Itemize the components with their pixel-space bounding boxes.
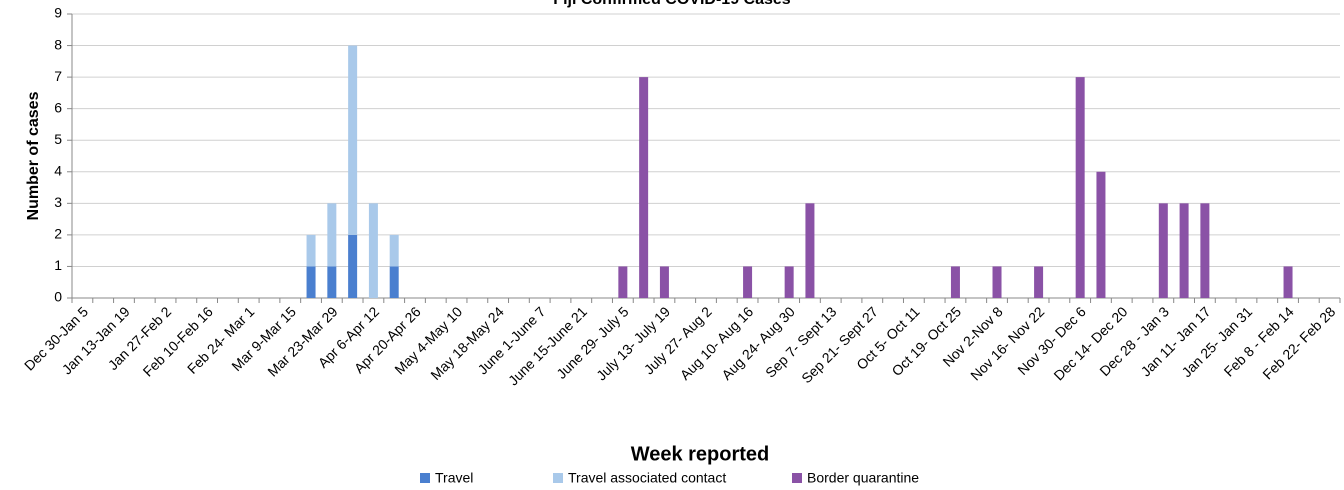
bar	[1034, 266, 1044, 298]
bar	[618, 266, 628, 298]
y-tick-label: 1	[54, 257, 62, 273]
x-tick-label: June 29- July 5	[553, 303, 632, 382]
bar	[805, 203, 815, 298]
legend-label: Travel	[435, 470, 473, 486]
bar	[368, 203, 378, 298]
bar	[348, 45, 358, 235]
bar	[1158, 203, 1168, 298]
y-tick-label: 2	[54, 226, 62, 242]
x-tick-label: July 13- July 19	[593, 303, 673, 383]
bar	[1075, 77, 1085, 298]
legend-label: Travel associated contact	[568, 470, 726, 486]
y-tick-label: 5	[54, 131, 62, 147]
legend-swatch	[792, 473, 802, 483]
y-tick-label: 8	[54, 36, 62, 52]
bar	[389, 266, 399, 298]
bar	[306, 234, 316, 267]
bar	[389, 234, 399, 267]
bar	[950, 266, 960, 298]
y-tick-label: 3	[54, 194, 62, 210]
bar	[639, 77, 649, 298]
bar	[327, 266, 337, 298]
legend-label: Border quarantine	[807, 470, 919, 486]
x-tick-label: Aug 10- Aug 16	[677, 303, 757, 383]
x-tick-label: Dec 14- Dec 20	[1050, 303, 1130, 383]
y-tick-label: 9	[54, 5, 62, 21]
y-tick-label: 0	[54, 289, 62, 305]
bar	[784, 266, 794, 298]
chart-title: Fiji Confirmed COVID-19 Cases	[553, 0, 790, 8]
y-tick-label: 6	[54, 99, 62, 115]
x-tick-label: Nov 16- Nov 22	[967, 303, 1047, 383]
y-tick-label: 4	[54, 162, 62, 178]
y-axis-title: Number of cases	[25, 91, 42, 220]
bar	[659, 266, 669, 298]
bar	[348, 234, 358, 298]
bar	[1283, 266, 1293, 298]
bar	[327, 203, 337, 267]
bar	[992, 266, 1002, 298]
x-tick-label: May 18-May 24	[427, 303, 507, 383]
bar	[1179, 203, 1189, 298]
bar	[306, 266, 316, 298]
x-tick-label: Aug 24- Aug 30	[718, 303, 798, 383]
x-axis-title: Week reported	[631, 443, 770, 465]
x-tick-label: Feb 22- Feb 28	[1259, 303, 1338, 382]
bar	[743, 266, 753, 298]
bar	[1200, 203, 1210, 298]
legend-swatch	[553, 473, 563, 483]
y-tick-label: 7	[54, 68, 62, 84]
legend-swatch	[420, 473, 430, 483]
bar	[1096, 171, 1106, 298]
